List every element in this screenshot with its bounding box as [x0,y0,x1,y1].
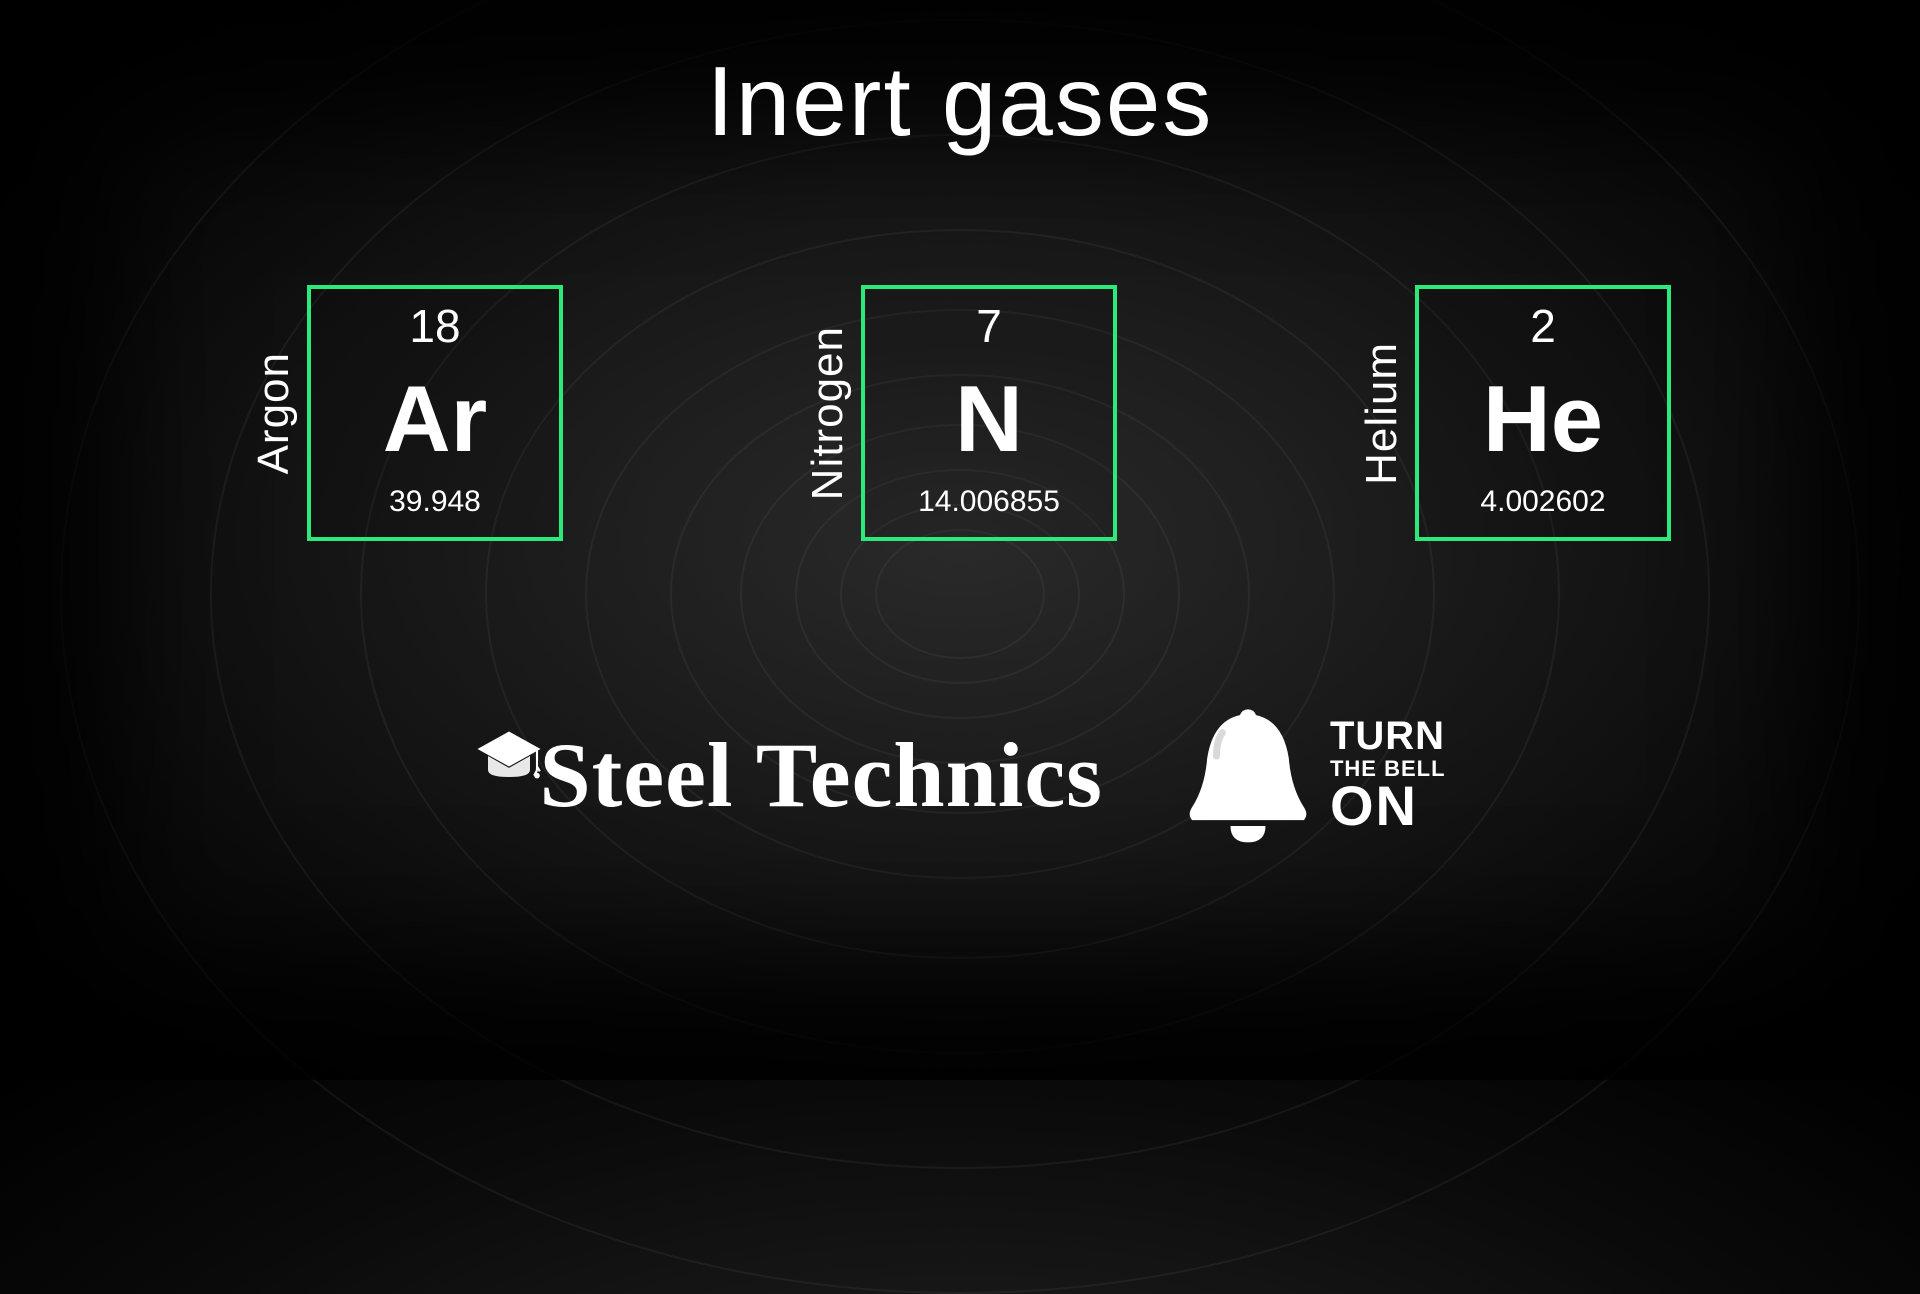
bell-icon [1178,700,1318,850]
element-box: 2 He 4.002602 [1415,285,1671,541]
atomic-mass: 14.006855 [918,485,1060,519]
element-name-label: Argon [249,352,299,474]
element-symbol: N [955,372,1023,466]
element-name-label: Helium [1357,342,1407,485]
atomic-mass: 39.948 [389,485,481,519]
brand-logo: Steel Technics [474,722,1102,828]
element-helium: Helium 2 He 4.002602 [1357,285,1671,541]
element-name-label: Nitrogen [803,326,853,500]
bell-line-3: ON [1330,778,1446,834]
element-symbol: He [1483,372,1603,466]
brand-row: Steel Technics TURN THE BELL ON [0,700,1920,850]
atomic-number: 2 [1530,299,1556,353]
atomic-mass: 4.002602 [1480,485,1605,519]
brand-name: Steel Technics [539,722,1102,828]
elements-row: Argon 18 Ar 39.948 Nitrogen 7 N 14.00685… [0,285,1920,541]
element-symbol: Ar [383,372,487,466]
element-nitrogen: Nitrogen 7 N 14.006855 [803,285,1117,541]
element-argon: Argon 18 Ar 39.948 [249,285,563,541]
graduation-cap-icon [474,728,544,783]
element-box: 18 Ar 39.948 [307,285,563,541]
element-box: 7 N 14.006855 [861,285,1117,541]
bell-text: TURN THE BELL ON [1330,716,1446,834]
atomic-number: 7 [976,299,1002,353]
page-title: Inert gases [707,45,1214,158]
atomic-number: 18 [409,299,460,353]
bell-line-1: TURN [1330,716,1446,756]
bell-cta: TURN THE BELL ON [1178,700,1446,850]
